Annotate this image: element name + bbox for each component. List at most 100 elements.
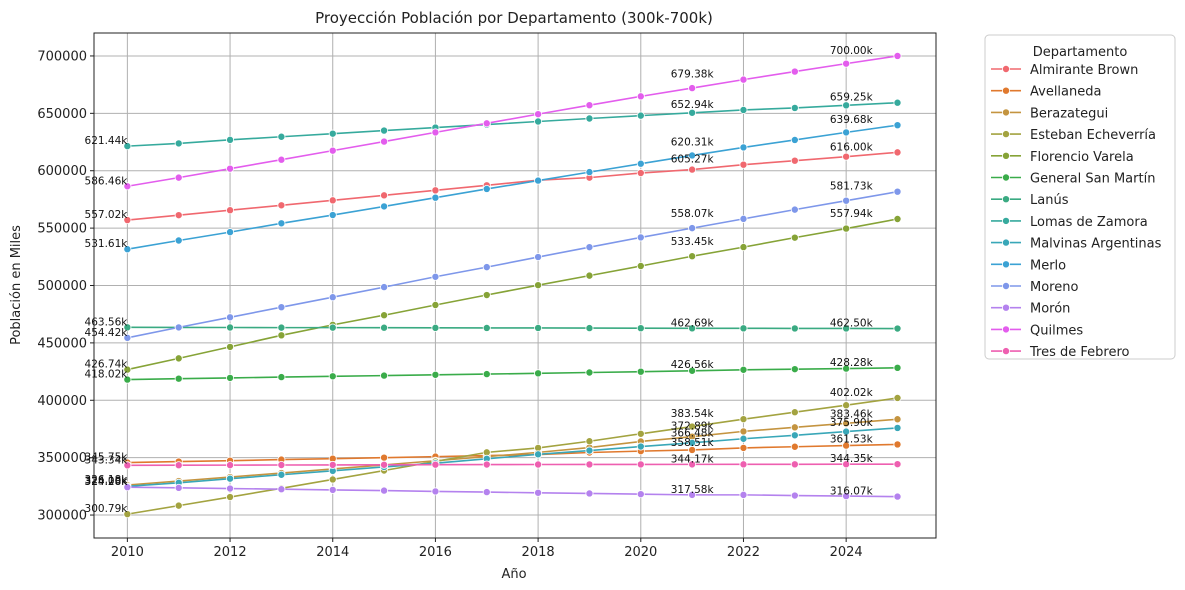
data-label: 462.50k [830, 318, 874, 330]
data-point [688, 438, 697, 447]
legend-swatch-marker [1002, 173, 1011, 182]
data-point [842, 364, 851, 373]
data-point [636, 460, 645, 469]
x-axis-ticks: 2010 2012 2014 2016 2018 2020 2022 2024 [111, 538, 863, 560]
data-label: 345.75k [85, 452, 129, 464]
data-label: 428.28k [830, 357, 874, 369]
series-line [127, 443, 898, 464]
x-axis-label: Año [501, 567, 526, 582]
y-tick-label: 400000 [37, 394, 87, 409]
legend-item: Quilmes [991, 323, 1083, 338]
data-label: 326.18k [85, 474, 129, 486]
data-point [123, 323, 132, 332]
legend-label: General San Martín [1030, 172, 1155, 187]
data-point [380, 191, 389, 200]
data-label: 418.02k [85, 369, 129, 381]
data-label: 375.90k [830, 417, 874, 429]
series-line [127, 397, 898, 515]
data-label: 325.00k [85, 475, 129, 487]
data-label: 463.56k [85, 316, 129, 328]
legend-swatch-marker [1002, 325, 1011, 334]
data-point [534, 281, 543, 290]
data-point [123, 375, 132, 384]
data-point [226, 206, 235, 215]
data-label: 383.54k [671, 408, 715, 420]
legend-label: Malvinas Argentinas [1030, 237, 1162, 252]
data-point [585, 489, 594, 498]
legend-box [984, 34, 1176, 360]
data-point [328, 475, 337, 484]
series-line [127, 486, 898, 498]
data-label: 620.31k [671, 136, 715, 148]
data-point [688, 366, 697, 375]
data-point [123, 365, 132, 374]
legend-item: Esteban Echeverría [991, 128, 1156, 143]
data-point [431, 272, 440, 281]
series-lines [123, 51, 902, 519]
x-tick-label: 2014 [316, 545, 349, 560]
data-point [431, 487, 440, 496]
data-point [328, 293, 337, 302]
data-label: 358.51k [671, 437, 715, 449]
data-point [636, 367, 645, 376]
data-point [842, 196, 851, 205]
series-Malvinas Argentinas [123, 423, 902, 491]
y-tick-label: 600000 [37, 164, 87, 179]
data-point [739, 243, 748, 252]
data-point [636, 169, 645, 178]
data-label: 343.34k [85, 454, 129, 466]
data-point [688, 108, 697, 117]
data-label: 605.27k [671, 154, 715, 166]
data-label: 372.89k [671, 420, 715, 432]
series-line [127, 427, 898, 488]
data-point [636, 429, 645, 438]
legend-item: Lomas de Zamora [991, 215, 1148, 230]
series-line [127, 463, 898, 467]
data-point [380, 371, 389, 380]
data-point [277, 323, 286, 332]
data-point [380, 323, 389, 332]
data-point [688, 224, 697, 233]
data-point [893, 415, 902, 424]
data-point [123, 245, 132, 254]
data-point [585, 446, 594, 455]
data-point [842, 101, 851, 110]
data-point [790, 205, 799, 214]
data-label: 462.69k [671, 317, 715, 329]
data-point [174, 374, 183, 383]
data-point [790, 408, 799, 417]
data-point [739, 75, 748, 84]
data-label: 454.42k [85, 327, 129, 339]
data-point [585, 168, 594, 177]
data-labels: 621.44k 586.46k 557.02k 531.61k 463.56k454.4… [85, 45, 874, 515]
data-point [585, 243, 594, 252]
data-point [739, 143, 748, 152]
data-point [893, 98, 902, 107]
data-point [174, 236, 183, 245]
legend-item: General San Martín [991, 172, 1155, 187]
data-point [226, 135, 235, 144]
data-point [380, 137, 389, 146]
series-Quilmes [123, 51, 902, 191]
legend-item: Avellaneda [991, 85, 1101, 100]
data-point [328, 146, 337, 155]
data-point [431, 460, 440, 469]
data-point [226, 493, 235, 502]
data-point [688, 422, 697, 431]
legend-label: Moreno [1030, 280, 1078, 295]
data-point [328, 460, 337, 469]
data-point [790, 324, 799, 333]
y-tick-label: 300000 [37, 509, 87, 524]
data-point [534, 323, 543, 332]
data-point [277, 485, 286, 494]
data-point [534, 117, 543, 126]
data-point [636, 490, 645, 499]
data-point [842, 59, 851, 68]
data-point [482, 370, 491, 379]
data-point [842, 128, 851, 137]
data-point [790, 135, 799, 144]
data-point [790, 103, 799, 112]
x-tick-label: 2018 [522, 545, 555, 560]
data-point [893, 363, 902, 372]
